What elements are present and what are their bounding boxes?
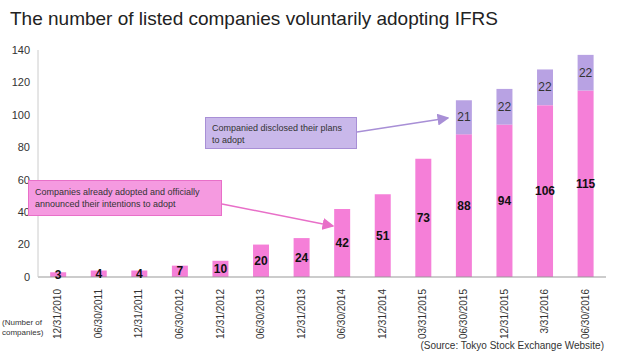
svg-text:88: 88 xyxy=(457,199,471,213)
svg-text:3/31/2016: 3/31/2016 xyxy=(539,289,550,334)
html-text:(Source: Tokyo Stock Exchange: (Source: Tokyo Stock Exchange Website) xyxy=(420,340,604,351)
svg-text:42: 42 xyxy=(335,236,349,250)
svg-text:10: 10 xyxy=(214,262,228,276)
svg-text:12/31/2012: 12/31/2012 xyxy=(215,289,226,339)
svg-text:4: 4 xyxy=(136,267,143,281)
svg-text:06/30/2013: 06/30/2013 xyxy=(255,289,266,339)
svg-text:7: 7 xyxy=(177,264,184,278)
svg-text:12/31/2011: 12/31/2011 xyxy=(133,289,144,339)
svg-text:100: 100 xyxy=(12,109,30,121)
svg-text:4: 4 xyxy=(95,267,102,281)
svg-text:21: 21 xyxy=(457,110,471,124)
svg-text:03/31/2015: 03/31/2015 xyxy=(417,289,428,339)
svg-text:24: 24 xyxy=(295,251,309,265)
svg-text:140: 140 xyxy=(12,44,30,56)
svg-text:06/30/2012: 06/30/2012 xyxy=(174,289,185,339)
svg-text:22: 22 xyxy=(498,100,512,114)
svg-text:06/30/2016: 06/30/2016 xyxy=(580,289,591,339)
svg-text:20: 20 xyxy=(254,254,268,268)
svg-text:106: 106 xyxy=(535,184,555,198)
svg-text:73: 73 xyxy=(417,211,431,225)
svg-text:0: 0 xyxy=(24,271,30,283)
svg-text:06/30/2015: 06/30/2015 xyxy=(458,289,469,339)
svg-text:06/30/2014: 06/30/2014 xyxy=(336,289,347,339)
svg-text:3: 3 xyxy=(55,268,62,282)
svg-text:115: 115 xyxy=(576,177,596,191)
svg-text:80: 80 xyxy=(18,141,30,153)
svg-text:12/31/2015: 12/31/2015 xyxy=(499,289,510,339)
svg-text:20: 20 xyxy=(18,238,30,250)
svg-text:60: 60 xyxy=(17,173,30,186)
html-text:Companies already adopted and: Companies already adopted and officially… xyxy=(35,187,200,209)
svg-text:06/30/2011: 06/30/2011 xyxy=(93,289,104,339)
svg-text:22: 22 xyxy=(579,66,593,80)
svg-text:40: 40 xyxy=(17,206,30,218)
html-text:Companied disclosed their plan: Companied disclosed their plans to adopt xyxy=(212,123,343,145)
html-text:(Number of companies): (Number of companies) xyxy=(2,318,44,337)
svg-text:12/31/2014: 12/31/2014 xyxy=(377,289,388,339)
svg-text:12/31/2010: 12/31/2010 xyxy=(52,289,63,339)
svg-text:120: 120 xyxy=(12,76,30,88)
svg-text:12/31/2013: 12/31/2013 xyxy=(296,289,307,339)
html-text:The number of listed companies: The number of listed companies voluntari… xyxy=(10,8,498,29)
svg-text:51: 51 xyxy=(376,229,390,243)
svg-text:22: 22 xyxy=(538,80,552,94)
svg-text:94: 94 xyxy=(498,194,512,208)
